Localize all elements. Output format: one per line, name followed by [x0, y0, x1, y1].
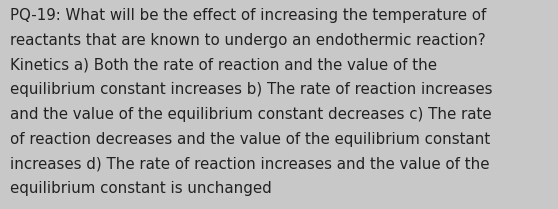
Text: reactants that are known to undergo an endothermic reaction?: reactants that are known to undergo an e… — [10, 33, 485, 48]
Text: Kinetics a) Both the rate of reaction and the value of the: Kinetics a) Both the rate of reaction an… — [10, 58, 437, 73]
Text: of reaction decreases and the value of the equilibrium constant: of reaction decreases and the value of t… — [10, 132, 490, 147]
Text: increases d) The rate of reaction increases and the value of the: increases d) The rate of reaction increa… — [10, 156, 489, 171]
Text: equilibrium constant increases b) The rate of reaction increases: equilibrium constant increases b) The ra… — [10, 82, 493, 97]
Text: PQ-19: What will be the effect of increasing the temperature of: PQ-19: What will be the effect of increa… — [10, 8, 487, 23]
Text: and the value of the equilibrium constant decreases c) The rate: and the value of the equilibrium constan… — [10, 107, 492, 122]
Text: equilibrium constant is unchanged: equilibrium constant is unchanged — [10, 181, 272, 196]
